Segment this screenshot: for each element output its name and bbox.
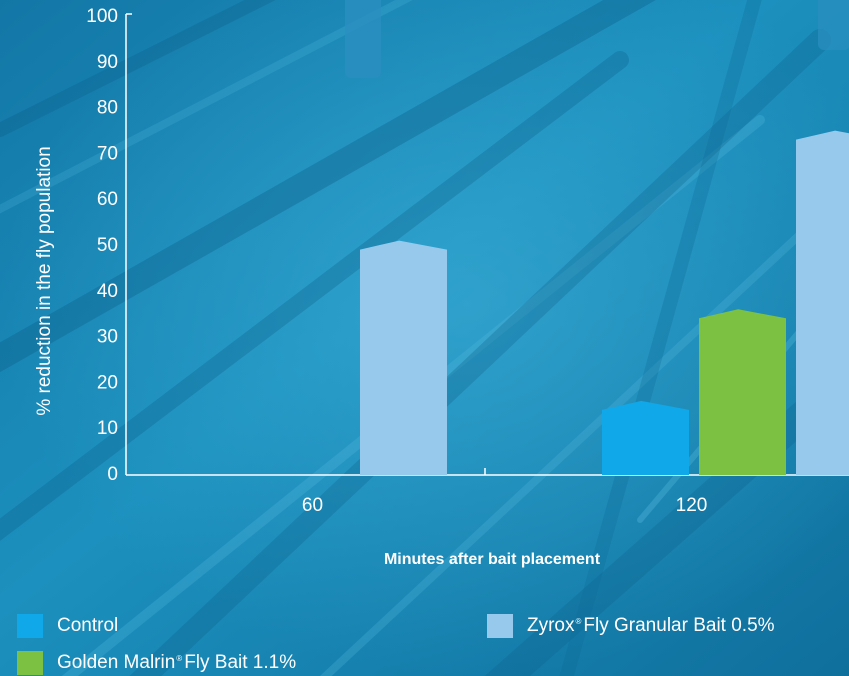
y-tick-labels: 0 10 20 30 40 50 60 70 80 90 100 — [86, 6, 118, 485]
y-tick-label: 40 — [97, 281, 118, 302]
y-tick-label: 70 — [97, 143, 118, 164]
y-axis-title: % reduction in the fly population — [34, 146, 55, 415]
bar-golden-120 — [699, 309, 786, 475]
y-tick-label: 100 — [86, 6, 118, 27]
x-tick-label: 60 — [302, 495, 323, 516]
x-axis-title: Minutes after bait placement — [384, 551, 601, 568]
y-tick-label: 90 — [97, 52, 118, 73]
x-tick-label: 120 — [676, 495, 708, 516]
bar-zyrox-120 — [796, 130, 849, 475]
bar-control-120 — [602, 400, 689, 475]
y-tick-label: 20 — [97, 372, 118, 393]
bars — [360, 130, 849, 475]
y-tick-label: 10 — [97, 418, 118, 439]
x-tick-labels: 60 120 — [302, 495, 707, 516]
y-tick-label: 30 — [97, 327, 118, 348]
y-tick-label: 80 — [97, 98, 118, 119]
y-tick-label: 50 — [97, 235, 118, 256]
bar-zyrox-60 — [360, 240, 447, 475]
y-tick-label: 0 — [107, 464, 118, 485]
y-tick-label: 60 — [97, 189, 118, 210]
